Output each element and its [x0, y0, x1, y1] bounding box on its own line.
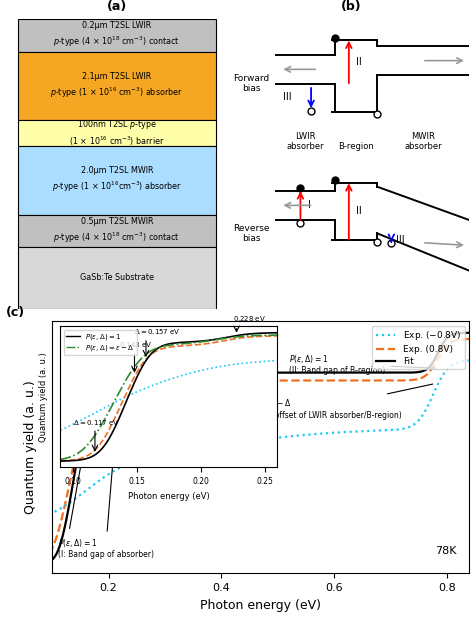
Text: II: II: [356, 207, 362, 216]
Text: $P(\epsilon,\Delta)=1$
(II: Band gap of B-region): $P(\epsilon,\Delta)=1$ (II: Band gap of …: [289, 353, 436, 375]
Exp. ($-$0.8V): [220, 442, 226, 449]
Text: GaSb:Te Substrate: GaSb:Te Substrate: [80, 273, 154, 282]
Fit: [46, 558, 52, 566]
X-axis label: Photon energy (eV): Photon energy (eV): [200, 598, 321, 612]
Text: 100nm T2SL $p$-type
(1 × 10$^{16}$ cm$^{-3}$) barrier: 100nm T2SL $p$-type (1 × 10$^{16}$ cm$^{…: [69, 118, 164, 148]
Fit: [90, 389, 96, 396]
Text: $P(\epsilon,\Delta)=\epsilon-\Delta$
(III: Band offset of LWIR absorber/B-region: $P(\epsilon,\Delta)=\epsilon-\Delta$ (II…: [238, 384, 433, 420]
Exp. ($-$0.8V): [341, 428, 346, 436]
Exp. ($-$0.8V): [388, 427, 394, 434]
Bar: [18, 146, 216, 214]
Bar: [18, 52, 216, 120]
Text: B-region: B-region: [338, 142, 374, 151]
Bar: [18, 247, 216, 309]
Exp. ($-$0.8V): [46, 511, 52, 518]
Text: 2.1μm T2SL LWIR
$p$-type (1 × 10$^{16}$ cm$^{-3}$) absorber: 2.1μm T2SL LWIR $p$-type (1 × 10$^{16}$ …: [50, 72, 183, 100]
Text: I: I: [308, 200, 310, 210]
Text: MWIR
absorber: MWIR absorber: [404, 132, 442, 151]
Text: LWIR
absorber: LWIR absorber: [286, 132, 324, 151]
Line: Fit: Fit: [49, 333, 474, 562]
Text: (c): (c): [6, 306, 26, 319]
Text: 2.0μm T2SL MWIR
$p$-type (1 × 10$^{16}$cm$^{-3}$) absorber: 2.0μm T2SL MWIR $p$-type (1 × 10$^{16}$c…: [52, 166, 182, 194]
Fit: [341, 369, 346, 377]
Text: (a): (a): [107, 0, 127, 13]
Bar: [18, 214, 216, 247]
Fit: [381, 369, 386, 377]
Exp. (0.8V): [388, 377, 394, 384]
Exp. ($-$0.8V): [90, 481, 96, 489]
Text: III: III: [283, 92, 292, 102]
Exp. (0.8V): [220, 373, 226, 381]
Exp. (0.8V): [46, 550, 52, 558]
Text: III: III: [396, 234, 405, 244]
Exp. (0.8V): [381, 377, 386, 384]
Exp. (0.8V): [235, 374, 241, 381]
Exp. ($-$0.8V): [381, 427, 386, 434]
Text: 0.5μm T2SL MWIR
$p$-type (4 × 10$^{18}$ cm$^{-3}$) contact: 0.5μm T2SL MWIR $p$-type (4 × 10$^{18}$ …: [54, 217, 180, 244]
Line: Exp. ($-$0.8V): Exp. ($-$0.8V): [49, 360, 474, 515]
Fit: [220, 369, 226, 377]
Text: 0.2μm T2SL LWIR
$p$-type (4 × 10$^{18}$ cm$^{-3}$) contact: 0.2μm T2SL LWIR $p$-type (4 × 10$^{18}$ …: [54, 21, 180, 49]
Text: $P(\epsilon,\Delta)=1$
(I: Band gap of absorber): $P(\epsilon,\Delta)=1$ (I: Band gap of a…: [58, 381, 154, 559]
Text: II: II: [356, 57, 362, 67]
Text: Reverse
bias: Reverse bias: [233, 224, 270, 243]
Text: Forward
bias: Forward bias: [233, 74, 269, 93]
Exp. (0.8V): [90, 396, 96, 403]
Y-axis label: Quantum yield (a. u.): Quantum yield (a. u.): [24, 381, 37, 514]
Line: Exp. (0.8V): Exp. (0.8V): [49, 339, 474, 554]
Legend: Exp. ($-$0.8V), Exp. (0.8V), Fit: Exp. ($-$0.8V), Exp. (0.8V), Fit: [372, 326, 465, 369]
Exp. ($-$0.8V): [235, 439, 241, 447]
Bar: [18, 120, 216, 146]
Text: (b): (b): [341, 0, 362, 13]
Bar: [18, 19, 216, 52]
Text: 78K: 78K: [435, 546, 457, 556]
Exp. (0.8V): [341, 377, 346, 384]
Fit: [235, 369, 241, 377]
Fit: [388, 369, 394, 377]
